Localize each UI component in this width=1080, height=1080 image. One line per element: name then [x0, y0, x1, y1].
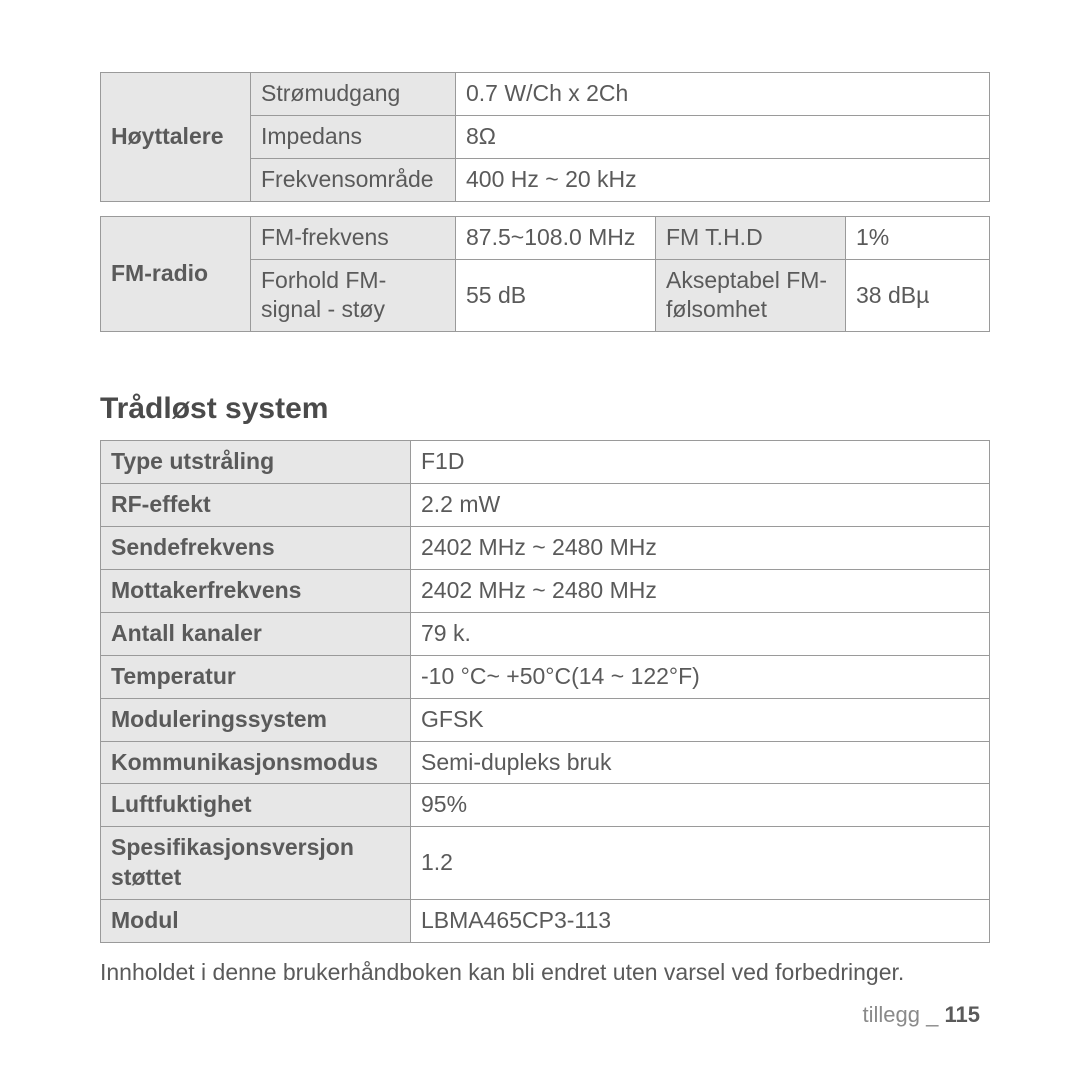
- row-value: 8Ω: [456, 115, 990, 158]
- table-row: FM-radio FM-frekvens 87.5~108.0 MHz FM T…: [101, 216, 990, 259]
- row-label: Spesifikasjonsversjon støttet: [101, 827, 411, 900]
- row-label: Modul: [101, 900, 411, 943]
- row-label: Impedans: [251, 115, 456, 158]
- row-value: 400 Hz ~ 20 kHz: [456, 158, 990, 201]
- fm-radio-table: FM-radio FM-frekvens 87.5~108.0 MHz FM T…: [100, 216, 990, 333]
- page-number: 115: [945, 1002, 981, 1027]
- table-row: RF-effekt2.2 mW: [101, 484, 990, 527]
- table-row: ModulLBMA465CP3-113: [101, 900, 990, 943]
- row-value: 95%: [411, 784, 990, 827]
- row-label: Temperatur: [101, 655, 411, 698]
- table-row: Mottakerfrekvens2402 MHz ~ 2480 MHz: [101, 570, 990, 613]
- table-row: Antall kanaler79 k.: [101, 612, 990, 655]
- table-row: Sendefrekvens2402 MHz ~ 2480 MHz: [101, 527, 990, 570]
- row-label: Antall kanaler: [101, 612, 411, 655]
- row-label: Sendefrekvens: [101, 527, 411, 570]
- table-row: ModuleringssystemGFSK: [101, 698, 990, 741]
- row-label: Kommunikasjonsmodus: [101, 741, 411, 784]
- table-row: Luftfuktighet95%: [101, 784, 990, 827]
- row-label: Mottakerfrekvens: [101, 570, 411, 613]
- speakers-table: Høyttalere Strømudgang 0.7 W/Ch x 2Ch Im…: [100, 72, 990, 202]
- row-value: Semi-dupleks bruk: [411, 741, 990, 784]
- group-header: FM-radio: [101, 216, 251, 332]
- table-row: Type utstrålingF1D: [101, 441, 990, 484]
- row-label: Luftfuktighet: [101, 784, 411, 827]
- table-row: Temperatur-10 °C~ +50°C(14 ~ 122°F): [101, 655, 990, 698]
- row-value: 1%: [846, 216, 990, 259]
- wireless-system-table: Type utstrålingF1D RF-effekt2.2 mW Sende…: [100, 440, 990, 943]
- group-header: Høyttalere: [101, 73, 251, 202]
- row-value: 55 dB: [456, 259, 656, 332]
- row-value: 38 dBµ: [846, 259, 990, 332]
- row-label: Moduleringssystem: [101, 698, 411, 741]
- row-label: Strømudgang: [251, 73, 456, 116]
- table-row: Høyttalere Strømudgang 0.7 W/Ch x 2Ch: [101, 73, 990, 116]
- row-value: 1.2: [411, 827, 990, 900]
- row-value: 87.5~108.0 MHz: [456, 216, 656, 259]
- row-value: 2402 MHz ~ 2480 MHz: [411, 570, 990, 613]
- footer-sep: _: [926, 1002, 938, 1027]
- row-value: F1D: [411, 441, 990, 484]
- row-label: FM T.H.D: [656, 216, 846, 259]
- row-label: Forhold FM-signal - støy: [251, 259, 456, 332]
- row-label: FM-frekvens: [251, 216, 456, 259]
- table-row: KommunikasjonsmodusSemi-dupleks bruk: [101, 741, 990, 784]
- row-label: Type utstråling: [101, 441, 411, 484]
- footer-section: tillegg: [863, 1002, 920, 1027]
- row-value: 2.2 mW: [411, 484, 990, 527]
- row-value: -10 °C~ +50°C(14 ~ 122°F): [411, 655, 990, 698]
- row-label: Frekvensområde: [251, 158, 456, 201]
- section-title: Trådløst system: [100, 392, 990, 426]
- row-value: 79 k.: [411, 612, 990, 655]
- row-value: GFSK: [411, 698, 990, 741]
- row-value: 2402 MHz ~ 2480 MHz: [411, 527, 990, 570]
- page-footer: tillegg _ 115: [863, 1002, 980, 1028]
- row-label: Akseptabel FM-følsomhet: [656, 259, 846, 332]
- table-row: Spesifikasjonsversjon støttet1.2: [101, 827, 990, 900]
- row-label: RF-effekt: [101, 484, 411, 527]
- row-value: LBMA465CP3-113: [411, 900, 990, 943]
- note-text: Innholdet i denne brukerhåndboken kan bl…: [100, 957, 990, 988]
- row-value: 0.7 W/Ch x 2Ch: [456, 73, 990, 116]
